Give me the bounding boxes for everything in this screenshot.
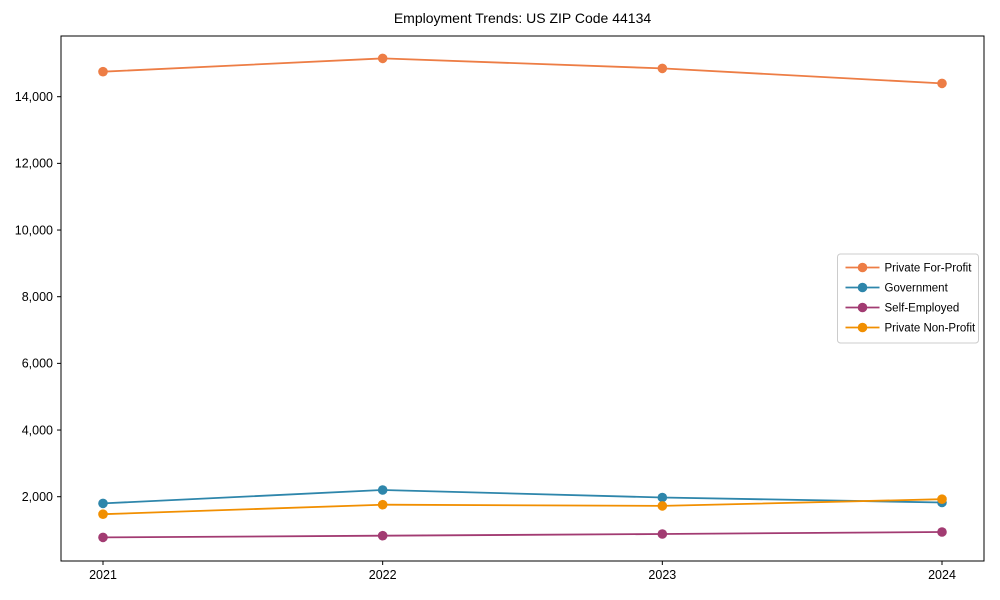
legend-item-label: Private For-Profit <box>885 263 973 275</box>
series-private-non-profit <box>98 494 947 519</box>
data-point-self-employed-2022 <box>377 530 388 541</box>
legend-marker <box>857 282 868 293</box>
y-tick-label: 10,000 <box>15 223 53 237</box>
x-tick-label: 2024 <box>928 568 956 582</box>
y-tick-label: 8,000 <box>22 290 53 304</box>
series-line-government <box>102 489 943 505</box>
legend-item-government: Government <box>845 282 949 295</box>
data-point-private-non-profit-2021 <box>98 509 108 519</box>
legend-item-label: Self-Employed <box>885 303 960 315</box>
data-point-government-2022 <box>377 485 388 495</box>
series-line-self-employed <box>102 531 943 539</box>
legend-item-private-non-profit: Private Non-Profit <box>845 322 977 335</box>
data-point-private-for-profit-2022 <box>377 53 388 64</box>
data-point-self-employed-2023 <box>657 529 668 539</box>
data-point-private-for-profit-2023 <box>657 63 668 74</box>
data-point-private-non-profit-2024 <box>937 494 947 505</box>
data-point-private-non-profit-2023 <box>657 501 668 511</box>
data-point-private-for-profit-2021 <box>98 66 108 77</box>
data-point-government-2023 <box>657 492 668 503</box>
y-tick-label: 4,000 <box>22 423 53 437</box>
y-tick-label: 2,000 <box>22 490 53 504</box>
legend: Private For-Profit Government Self-Employe… <box>837 253 979 344</box>
legend-box <box>837 253 979 344</box>
y-tick-label: 14,000 <box>15 90 53 104</box>
data-point-private-non-profit-2022 <box>377 499 388 510</box>
chart-title: Employment Trends: US ZIP Code 44134 <box>393 10 652 26</box>
data-point-self-employed-2024 <box>937 527 947 537</box>
legend-item-self-employed: Self-Employed <box>845 302 960 315</box>
x-tick-label: 2022 <box>369 568 397 582</box>
legend-item-label: Government <box>885 283 949 295</box>
legend-marker <box>857 322 868 333</box>
x-tick-label: 2021 <box>89 568 117 582</box>
y-tick-label: 12,000 <box>15 157 53 171</box>
data-point-private-for-profit-2024 <box>937 78 947 89</box>
series-line-private-non-profit <box>102 498 943 516</box>
legend-marker <box>857 262 868 273</box>
data-point-self-employed-2021 <box>98 532 108 543</box>
x-tick-label: 2023 <box>648 568 676 582</box>
legend-marker <box>857 302 868 313</box>
series-private-for-profit <box>98 53 947 89</box>
y-tick-label: 6,000 <box>22 357 53 371</box>
legend-item-private-for-profit: Private For-Profit <box>845 262 973 275</box>
series-line-private-for-profit <box>102 57 943 85</box>
data-point-government-2021 <box>98 498 108 509</box>
legend-item-label: Private Non-Profit <box>885 323 977 335</box>
plot-frame <box>60 35 985 562</box>
series-self-employed <box>98 527 947 543</box>
